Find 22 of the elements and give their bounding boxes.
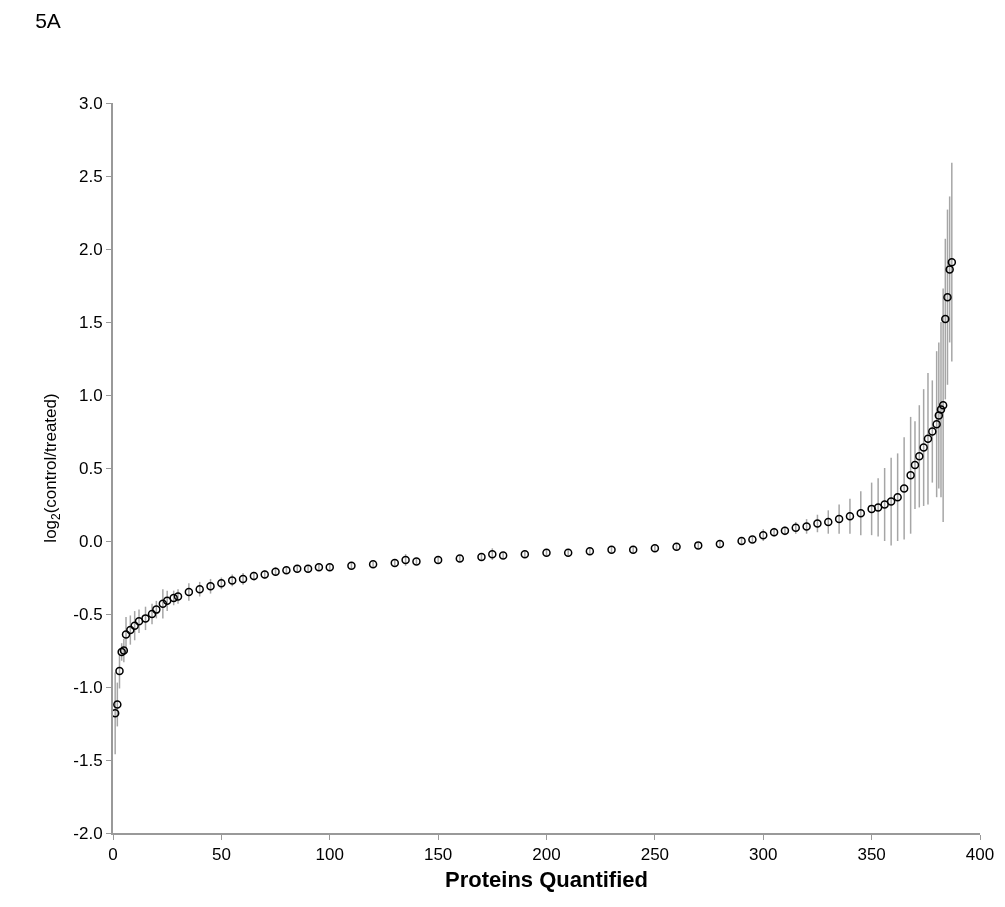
x-tick-label: 150 [423, 845, 453, 865]
x-axis-title: Proteins Quantified [445, 866, 648, 892]
x-tick-label: 100 [315, 845, 344, 865]
y-tick-label: -0.5 [73, 604, 103, 624]
y-tick-label: 1.0 [78, 385, 103, 405]
y-tick-label: -1.0 [73, 677, 103, 697]
x-tick-label: 200 [532, 845, 561, 865]
y-tick-label: 2.0 [78, 239, 103, 259]
y-tick-label: 2.5 [78, 166, 103, 186]
x-tick-label: 350 [857, 845, 886, 865]
x-tick-label: 250 [640, 845, 670, 865]
x-tick-label: 300 [749, 845, 778, 865]
y-tick-label: 1.5 [78, 312, 103, 332]
y-tick-label: -2.0 [73, 823, 103, 843]
x-tick-label: 0 [108, 845, 118, 865]
chart-title: 5A [35, 9, 61, 33]
x-tick-label: 400 [965, 845, 995, 865]
y-tick-label: 3.0 [78, 93, 103, 113]
y-tick-label: 0.5 [78, 458, 103, 478]
y-tick-label: -1.5 [73, 750, 103, 770]
x-tick-label: 50 [211, 845, 231, 865]
y-tick-label: 0.0 [78, 531, 103, 551]
